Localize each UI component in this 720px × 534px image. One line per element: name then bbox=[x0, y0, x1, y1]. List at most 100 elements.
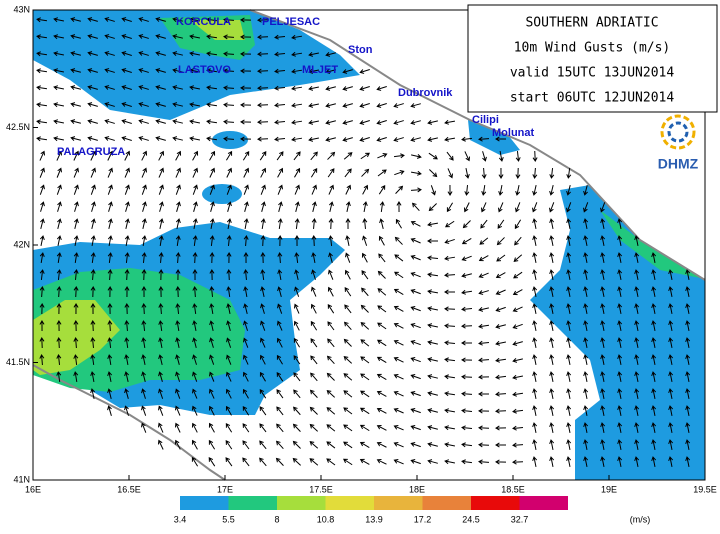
wind-arrow bbox=[532, 185, 538, 196]
wind-arrow bbox=[226, 303, 232, 314]
wind-arrow bbox=[73, 150, 80, 161]
wind-arrow bbox=[651, 337, 657, 348]
wind-arrow bbox=[141, 337, 147, 349]
wind-arrow bbox=[444, 442, 456, 448]
wind-arrow bbox=[53, 85, 64, 91]
wind-arrow bbox=[73, 371, 79, 383]
wind-arrow bbox=[634, 456, 640, 467]
wind-arrow bbox=[395, 185, 404, 194]
wind-arrow bbox=[209, 337, 214, 348]
wind-arrow bbox=[260, 252, 266, 264]
wind-arrow bbox=[294, 167, 301, 178]
wind-arrow bbox=[532, 439, 538, 450]
wind-arrow bbox=[107, 405, 112, 416]
wind-arrow bbox=[73, 252, 79, 264]
wind-arrow bbox=[209, 252, 215, 264]
wind-arrow bbox=[121, 102, 132, 107]
wind-arrow bbox=[478, 391, 490, 397]
wind-arrow bbox=[158, 218, 164, 229]
wind-arrow bbox=[175, 252, 181, 264]
wind-arrow bbox=[36, 68, 48, 74]
wind-arrow bbox=[495, 272, 506, 279]
wind-arrow bbox=[274, 68, 286, 74]
wind-arrow bbox=[107, 184, 113, 195]
wind-arrow bbox=[583, 185, 588, 196]
wind-arrow bbox=[478, 290, 489, 295]
wind-arrow bbox=[600, 303, 606, 314]
wind-arrow bbox=[377, 270, 386, 279]
colorbar-swatch bbox=[519, 496, 568, 510]
wind-arrow bbox=[427, 323, 438, 329]
wind-arrow bbox=[617, 235, 623, 246]
wind-arrow bbox=[377, 288, 387, 296]
wind-arrow bbox=[141, 320, 147, 332]
wind-arrow bbox=[175, 337, 181, 348]
wind-arrow bbox=[91, 201, 96, 212]
wind-arrow bbox=[600, 269, 606, 280]
wind-arrow bbox=[668, 303, 674, 314]
wind-arrow bbox=[482, 151, 487, 162]
wind-arrow bbox=[359, 137, 370, 142]
wind-arrow bbox=[274, 119, 286, 125]
wind-arrow bbox=[376, 103, 387, 108]
wind-arrow bbox=[428, 152, 438, 160]
wind-arrow bbox=[393, 424, 404, 431]
colorbar-swatch bbox=[277, 496, 326, 510]
wind-arrow bbox=[107, 303, 113, 315]
wind-arrow bbox=[158, 167, 165, 178]
wind-arrow bbox=[532, 202, 538, 213]
wind-arrow bbox=[90, 150, 97, 161]
wind-arrow bbox=[226, 218, 232, 230]
wind-arrow bbox=[410, 391, 421, 397]
wind-arrow bbox=[532, 371, 538, 382]
wind-arrow bbox=[410, 442, 421, 448]
wind-arrow bbox=[56, 150, 63, 161]
wind-arrow bbox=[668, 405, 674, 416]
wind-arrow bbox=[326, 355, 335, 365]
wind-arrow bbox=[515, 150, 521, 162]
wind-arrow bbox=[104, 102, 115, 107]
wind-arrow bbox=[566, 218, 572, 229]
wind-arrow bbox=[206, 17, 218, 23]
wind-arrow bbox=[158, 320, 164, 332]
wind-arrow bbox=[668, 422, 674, 433]
logo-text: DHMZ bbox=[658, 156, 699, 172]
wind-arrow bbox=[53, 68, 64, 74]
x-tick-label: 17E bbox=[217, 484, 233, 494]
wind-arrow bbox=[461, 340, 473, 346]
wind-arrow bbox=[668, 354, 674, 365]
wind-arrow bbox=[125, 201, 130, 212]
wind-arrow bbox=[311, 184, 318, 195]
wind-arrow bbox=[40, 218, 45, 229]
wind-arrow bbox=[175, 235, 181, 247]
x-tick-label: 18.5E bbox=[501, 484, 525, 494]
wind-arrow bbox=[155, 34, 166, 39]
wind-arrow bbox=[243, 235, 249, 247]
wind-arrow bbox=[634, 235, 640, 246]
wind-arrow bbox=[309, 441, 319, 449]
wind-arrow bbox=[512, 391, 524, 397]
title-line: 10m Wind Gusts (m/s) bbox=[514, 41, 671, 56]
wind-arrow bbox=[259, 423, 267, 433]
wind-arrow bbox=[107, 286, 113, 298]
wind-arrow bbox=[378, 235, 385, 246]
wind-arrow bbox=[176, 201, 181, 212]
wind-arrow bbox=[394, 236, 403, 245]
wind-arrow bbox=[138, 17, 149, 22]
wind-arrow bbox=[343, 407, 353, 415]
wind-arrow bbox=[261, 201, 266, 212]
wind-arrow bbox=[461, 374, 473, 380]
wind-arrow bbox=[293, 372, 301, 382]
wind-arrow bbox=[108, 201, 113, 212]
wind-arrow bbox=[326, 407, 336, 415]
wind-arrow bbox=[223, 136, 235, 142]
wind-arrow bbox=[189, 17, 201, 23]
wind-arrow bbox=[478, 357, 490, 363]
wind-arrow bbox=[70, 136, 81, 141]
wind-arrow bbox=[223, 34, 235, 40]
wind-arrow bbox=[444, 323, 456, 329]
wind-arrow bbox=[532, 354, 538, 365]
wind-arrow bbox=[73, 354, 79, 366]
wind-arrow bbox=[74, 218, 79, 229]
wind-arrow bbox=[393, 137, 404, 142]
